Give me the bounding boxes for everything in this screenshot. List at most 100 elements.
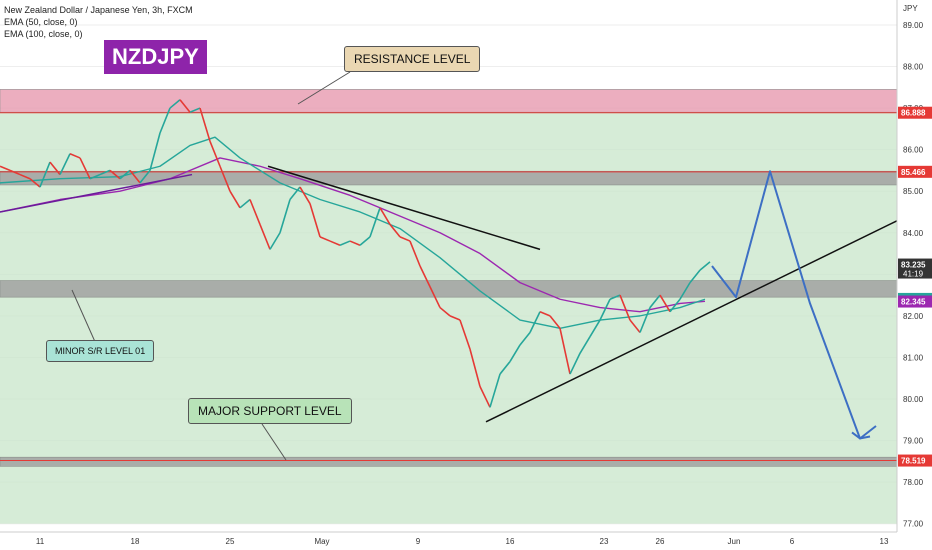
price-label-box — [898, 106, 932, 119]
price-segment-45 — [439, 306, 451, 317]
x-tick-label: 13 — [880, 537, 889, 546]
legend-ema100: EMA (100, close, 0) — [4, 29, 83, 39]
price-segment-53 — [519, 331, 531, 346]
price-segment-59 — [579, 336, 591, 354]
price-segment-70 — [689, 269, 701, 284]
price-segment-17 — [159, 107, 171, 134]
x-tick-label: 6 — [790, 537, 795, 546]
price-segment-56 — [549, 315, 561, 329]
price-segment-10 — [89, 173, 101, 180]
x-tick-label: 18 — [131, 537, 140, 546]
minor-sr-callout: MINOR S/R LEVEL 01 — [46, 340, 155, 362]
price-segment-60 — [589, 319, 601, 338]
y-axis-currency: JPY — [903, 4, 918, 13]
x-tick-label: 9 — [416, 537, 421, 546]
price-segment-42 — [409, 240, 421, 267]
price-segment-34 — [329, 240, 341, 246]
y-tick-label: 77.00 — [903, 520, 924, 529]
price-segment-66 — [649, 294, 661, 309]
minor-pointer — [71, 289, 97, 345]
price-segment-50 — [489, 373, 501, 408]
price-segment-15 — [139, 169, 151, 184]
x-tick-label: 23 — [600, 537, 609, 546]
price-segment-2 — [9, 169, 21, 176]
price-segment-21 — [199, 107, 211, 142]
trendline-ascending-support — [485, 219, 899, 423]
x-axis-background — [0, 532, 932, 550]
price-line — [0, 99, 711, 408]
price-segment-9 — [79, 157, 91, 180]
price-segment-13 — [119, 169, 131, 180]
y-tick-label: 86.00 — [903, 146, 924, 155]
price-segment-8 — [69, 153, 81, 159]
price-segment-36 — [349, 240, 361, 246]
y-tick-label: 82.00 — [903, 312, 924, 321]
major-support-callout: MAJOR SUPPORT LEVEL — [188, 398, 352, 424]
x-tick-label: 25 — [226, 537, 235, 546]
projection-path — [711, 170, 877, 440]
price-segment-49 — [479, 386, 491, 408]
x-tick-label: 11 — [36, 537, 45, 546]
price-segment-57 — [559, 328, 571, 375]
price-segment-23 — [219, 165, 231, 192]
y-tick-label: 84.00 — [903, 229, 924, 238]
legend-title: New Zealand Dollar / Japanese Yen, 3h, F… — [4, 5, 193, 15]
price-segment-55 — [539, 310, 551, 317]
price-segment-43 — [419, 265, 431, 288]
price-segment-26 — [249, 199, 261, 225]
chart-legend: New Zealand Dollar / Japanese Yen, 3h, F… — [4, 4, 193, 40]
price-segment-58 — [569, 352, 581, 375]
price-segment-7 — [59, 153, 71, 175]
trendline-early-support — [0, 173, 193, 213]
symbol-badge: NZDJPY — [104, 40, 207, 74]
price-zones — [0, 89, 898, 524]
price-segment-32 — [309, 203, 321, 238]
price-labels: 86.88885.46683.23541:1982.40882.34578.51… — [898, 106, 932, 467]
price-label-text: 86.888 — [901, 109, 926, 118]
x-tick-label: May — [314, 537, 329, 546]
price-segment-25 — [239, 198, 251, 209]
price-segment-40 — [389, 223, 401, 238]
price-segment-6 — [49, 161, 61, 176]
price-segment-4 — [29, 178, 41, 188]
callout-pointers — [71, 71, 351, 461]
price-segment-28 — [269, 232, 281, 250]
trendline-descending-resistance — [267, 165, 541, 251]
price-segment-64 — [629, 319, 641, 334]
projection-arrowhead — [851, 431, 871, 440]
price-label-text: 78.519 — [901, 457, 926, 466]
price-segment-41 — [399, 236, 411, 242]
price-segment-14 — [129, 169, 141, 184]
price-segment-29 — [279, 199, 291, 233]
price-label-text: 82.345 — [901, 298, 926, 307]
price-segment-62 — [609, 294, 621, 300]
price-segment-3 — [19, 173, 31, 180]
price-segment-16 — [149, 132, 161, 171]
y-tick-label: 89.00 — [903, 21, 924, 30]
price-segment-22 — [209, 141, 221, 167]
price-label-text: 85.466 — [901, 168, 926, 177]
price-segment-27 — [259, 224, 271, 250]
price-segment-46 — [449, 315, 461, 321]
price-segment-51 — [499, 361, 511, 375]
price-segment-31 — [299, 186, 311, 205]
resistance-callout: RESISTANCE LEVEL — [344, 46, 481, 72]
ema100-path — [0, 157, 706, 313]
price-segment-37 — [359, 236, 371, 246]
y-tick-label: 79.00 — [903, 437, 924, 446]
price-segment-39 — [379, 207, 391, 225]
price-segment-33 — [319, 236, 331, 242]
price-label-sub: 41:19 — [903, 270, 924, 279]
y-tick-label: 85.00 — [903, 187, 924, 196]
price-segment-69 — [679, 282, 691, 300]
major-pointer — [261, 423, 287, 461]
projection-line — [711, 170, 877, 440]
price-segment-38 — [369, 207, 381, 238]
price-segment-18 — [169, 99, 181, 109]
price-segment-63 — [619, 294, 631, 321]
y-tick-label: 88.00 — [903, 63, 924, 72]
price-segment-11 — [99, 169, 111, 176]
price-segment-24 — [229, 190, 241, 209]
price-segment-47 — [459, 319, 471, 350]
x-axis: 11 18 25 May 9 16 23 26 Jun 6 13 — [0, 531, 932, 550]
